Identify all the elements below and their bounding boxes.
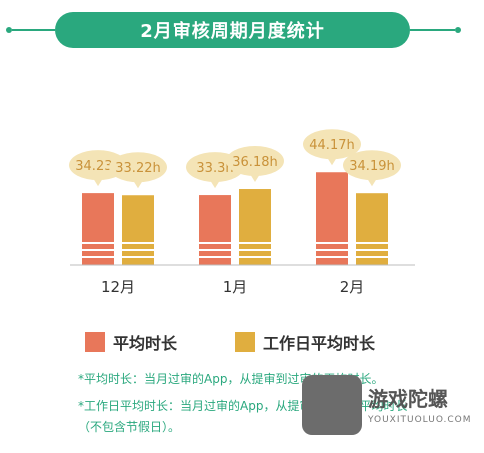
watermark-logo xyxy=(302,375,362,435)
bar-stripe-0-1-0 xyxy=(199,256,231,258)
bar-stripe-0-2-1 xyxy=(316,249,348,251)
title-dot-left xyxy=(6,27,12,33)
value-bubble-tail-0-2 xyxy=(327,157,337,166)
bar-stripe-1-1-0 xyxy=(239,256,271,258)
bar-stripe-1-2-1 xyxy=(356,249,388,251)
legend-label-workday: 工作日平均时长 xyxy=(263,334,376,353)
data-label-0-2: 44.17h xyxy=(309,138,354,153)
data-label-0-1: 33.3h xyxy=(196,161,233,176)
title-line-right xyxy=(410,29,455,31)
data-label-1-0: 33.22h xyxy=(115,161,160,176)
title-banner: 2月审核周期月度统计 xyxy=(0,0,484,60)
data-label-0-0: 34.23h xyxy=(75,159,120,174)
legend-swatch-workday xyxy=(235,332,255,352)
value-bubble-1-2 xyxy=(343,150,401,181)
legend-swatch-avg xyxy=(85,332,105,352)
legend-item-avg: 平均时长 xyxy=(85,330,177,354)
title-dot-right xyxy=(455,27,461,33)
bar-avg-1 xyxy=(199,195,231,265)
value-bubble-tail-0-0 xyxy=(93,178,103,187)
bar-stripe-1-2-0 xyxy=(356,256,388,258)
bar-stripe-1-0-1 xyxy=(122,249,154,251)
bar-stripe-1-1-2 xyxy=(239,242,271,244)
value-bubble-tail-1-2 xyxy=(367,178,377,187)
bar-avg-0 xyxy=(82,193,114,265)
page-title: 2月审核周期月度统计 xyxy=(55,12,410,48)
bar-workday-1 xyxy=(239,189,271,265)
watermark-url: YOUXITUOLUO.COM xyxy=(368,415,472,425)
value-bubble-1-1 xyxy=(226,146,284,177)
category-label-2: 2月 xyxy=(340,278,365,296)
value-bubble-tail-1-0 xyxy=(133,180,143,189)
bar-stripe-1-2-2 xyxy=(356,242,388,244)
value-bubble-tail-0-1 xyxy=(210,180,220,189)
data-label-1-2: 34.19h xyxy=(349,159,394,174)
category-label-1: 1月 xyxy=(223,278,248,296)
watermark: 游戏陀螺 YOUXITUOLUO.COM xyxy=(302,375,482,445)
legend-label-avg: 平均时长 xyxy=(113,334,178,353)
bar-workday-2 xyxy=(356,193,388,265)
watermark-name: 游戏陀螺 xyxy=(368,387,448,411)
bar-stripe-0-0-1 xyxy=(82,249,114,251)
bar-avg-2 xyxy=(316,172,348,265)
bar-stripe-1-1-1 xyxy=(239,249,271,251)
footnote-workday-cont: （不包含节假日）。 xyxy=(78,420,181,434)
bar-stripe-0-1-1 xyxy=(199,249,231,251)
title-line-left xyxy=(12,29,55,31)
data-label-1-1: 36.18h xyxy=(232,155,277,170)
value-bubble-1-0 xyxy=(109,152,167,183)
bar-stripe-1-0-2 xyxy=(122,242,154,244)
value-bubble-0-2 xyxy=(303,129,361,160)
category-label-0: 12月 xyxy=(101,278,135,296)
bar-stripe-0-0-2 xyxy=(82,242,114,244)
bar-stripe-0-2-2 xyxy=(316,242,348,244)
bar-stripe-1-0-0 xyxy=(122,256,154,258)
bar-stripe-0-2-0 xyxy=(316,256,348,258)
bar-workday-0 xyxy=(122,195,154,265)
bar-stripe-0-0-0 xyxy=(82,256,114,258)
bar-stripe-0-1-2 xyxy=(199,242,231,244)
chart-legend: 平均时长 工作日平均时长 xyxy=(85,330,465,356)
legend-item-workday: 工作日平均时长 xyxy=(235,330,375,354)
value-bubble-tail-1-1 xyxy=(250,174,260,183)
